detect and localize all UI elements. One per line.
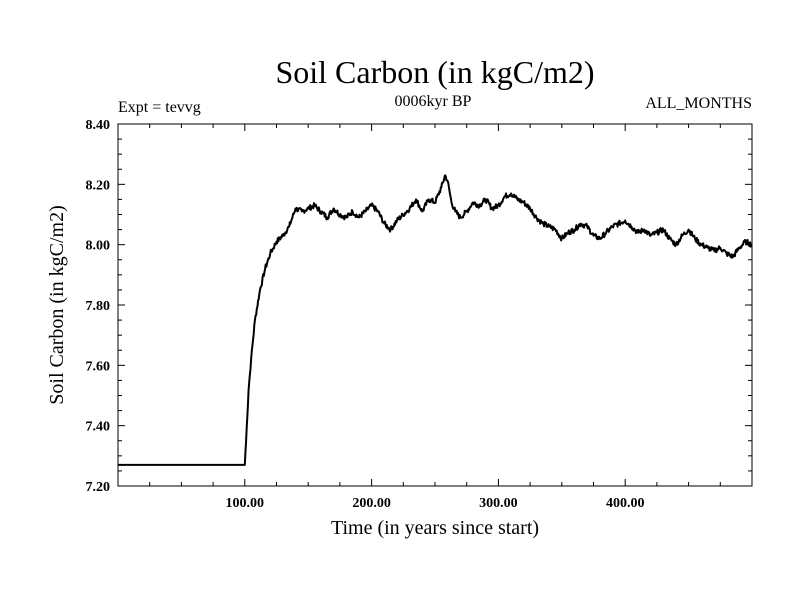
period-label: 0006kyr BP — [395, 93, 472, 110]
chart-title: Soil Carbon (in kgC/m2) — [275, 54, 594, 90]
x-tick-label: 200.00 — [352, 496, 391, 511]
series-line — [118, 174, 753, 466]
axis-ticks — [118, 123, 752, 487]
axis-tick-labels: 7.20 7.40 7.60 7.80 8.00 8.20 8.40 100.00 200.00… — [86, 118, 645, 511]
x-tick-label: 400.00 — [606, 496, 645, 511]
experiment-label: Expt = tevvg — [118, 99, 201, 116]
y-tick-label: 7.20 — [86, 480, 111, 495]
y-tick-label: 8.00 — [86, 239, 111, 254]
y-tick-label: 7.60 — [86, 359, 111, 374]
plot-frame — [117, 123, 753, 487]
x-tick-label: 300.00 — [479, 496, 518, 511]
y-tick-label: 7.80 — [86, 299, 111, 314]
y-axis-label: Soil Carbon (in kgC/m2) — [46, 205, 68, 404]
y-tick-label: 8.20 — [86, 178, 111, 193]
x-axis-label: Time (in years since start) — [331, 517, 539, 539]
y-tick-label: 8.40 — [86, 118, 111, 133]
series-group — [118, 174, 753, 466]
x-tick-label: 100.00 — [226, 496, 265, 511]
months-label: ALL_MONTHS — [645, 95, 752, 112]
y-tick-label: 7.40 — [86, 420, 111, 435]
